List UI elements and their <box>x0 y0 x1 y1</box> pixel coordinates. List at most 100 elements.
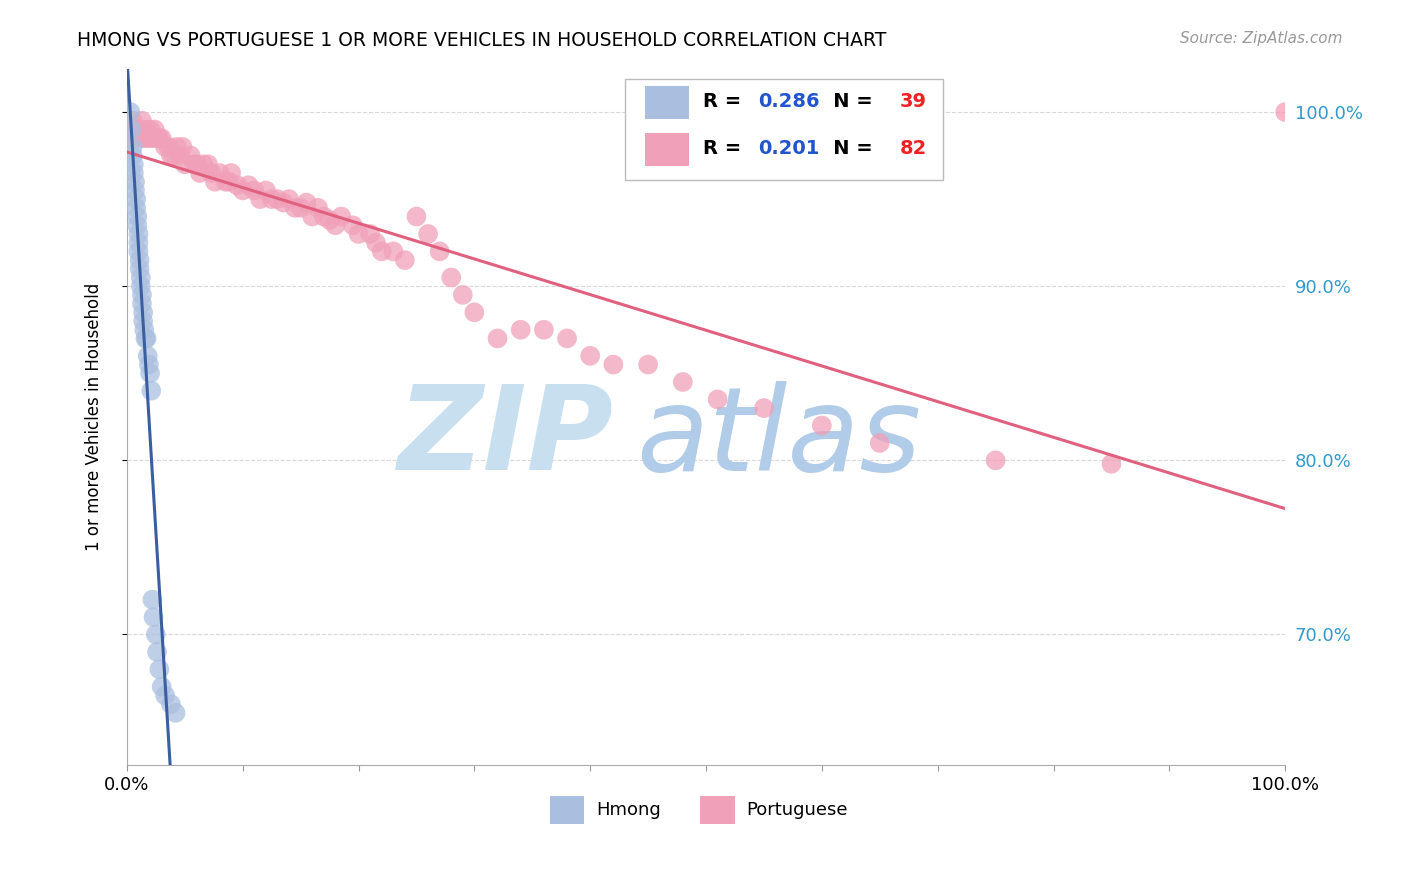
Point <box>208 166 231 180</box>
Point <box>122 166 145 180</box>
Point <box>602 358 624 372</box>
Point <box>127 210 149 224</box>
Point <box>138 358 160 372</box>
Point <box>120 122 142 136</box>
Point <box>278 192 301 206</box>
Point <box>188 166 211 180</box>
FancyBboxPatch shape <box>624 79 943 180</box>
Point <box>128 235 150 250</box>
Point <box>146 131 169 145</box>
Text: Hmong: Hmong <box>596 801 661 820</box>
Text: R =: R = <box>703 92 748 112</box>
Point <box>226 178 249 193</box>
Text: HMONG VS PORTUGUESE 1 OR MORE VEHICLES IN HOUSEHOLD CORRELATION CHART: HMONG VS PORTUGUESE 1 OR MORE VEHICLES I… <box>77 31 887 50</box>
Point <box>128 122 150 136</box>
Point <box>121 140 143 154</box>
Point <box>752 401 775 416</box>
Text: N =: N = <box>813 139 879 159</box>
Point <box>160 697 183 711</box>
Point <box>672 375 695 389</box>
Point <box>869 436 891 450</box>
Point <box>325 219 347 233</box>
Point <box>312 210 335 224</box>
Point <box>359 227 381 241</box>
Point <box>271 195 294 210</box>
Point <box>204 175 226 189</box>
Point <box>128 261 150 276</box>
Point <box>124 183 146 197</box>
Point <box>142 610 165 624</box>
Point <box>238 178 260 193</box>
Point <box>145 627 167 641</box>
Point <box>232 183 254 197</box>
Point <box>129 270 152 285</box>
FancyBboxPatch shape <box>700 797 735 824</box>
Point <box>121 113 143 128</box>
Point <box>405 210 427 224</box>
Point <box>153 140 176 154</box>
Point <box>169 148 191 162</box>
Point <box>249 192 271 206</box>
FancyBboxPatch shape <box>644 86 689 120</box>
Point <box>125 192 148 206</box>
Point <box>1099 457 1122 471</box>
Point <box>416 227 439 241</box>
Point <box>141 131 163 145</box>
Point <box>121 122 143 136</box>
Point <box>148 131 170 145</box>
Point <box>120 105 142 120</box>
Text: 39: 39 <box>900 92 927 112</box>
Point <box>166 140 188 154</box>
Point <box>128 253 150 268</box>
Point <box>193 157 215 171</box>
FancyBboxPatch shape <box>550 797 585 824</box>
Point <box>183 157 205 171</box>
Point <box>141 384 163 398</box>
Point <box>173 157 195 171</box>
Point <box>132 305 155 319</box>
Point <box>165 706 187 720</box>
Point <box>342 219 364 233</box>
Point <box>284 201 307 215</box>
Point <box>122 157 145 171</box>
Point <box>200 166 222 180</box>
Text: Source: ZipAtlas.com: Source: ZipAtlas.com <box>1180 31 1343 46</box>
Point <box>260 192 283 206</box>
Point <box>579 349 602 363</box>
Text: R =: R = <box>703 139 748 159</box>
Point <box>197 157 219 171</box>
Point <box>131 113 153 128</box>
Point <box>121 131 143 145</box>
Point <box>811 418 834 433</box>
Point <box>218 175 240 189</box>
Point <box>555 331 578 345</box>
Point <box>148 662 170 676</box>
Point <box>186 157 208 171</box>
Point <box>134 323 156 337</box>
Point <box>136 349 159 363</box>
Point <box>121 148 143 162</box>
Point <box>486 331 509 345</box>
Point <box>382 244 405 259</box>
Point <box>509 323 531 337</box>
Point <box>129 279 152 293</box>
Point <box>637 358 659 372</box>
Point <box>295 195 318 210</box>
FancyBboxPatch shape <box>644 133 689 166</box>
Point <box>127 219 149 233</box>
Point <box>429 244 451 259</box>
Point <box>139 366 162 380</box>
Point <box>134 331 156 345</box>
Point <box>984 453 1007 467</box>
Point <box>131 296 153 310</box>
Point <box>290 201 312 215</box>
Point <box>138 131 160 145</box>
Text: 0.201: 0.201 <box>758 139 820 159</box>
Point <box>160 148 183 162</box>
Point <box>219 166 242 180</box>
Point <box>135 122 157 136</box>
Point <box>162 148 184 162</box>
Point <box>124 175 146 189</box>
Point <box>266 192 288 206</box>
Point <box>307 201 329 215</box>
